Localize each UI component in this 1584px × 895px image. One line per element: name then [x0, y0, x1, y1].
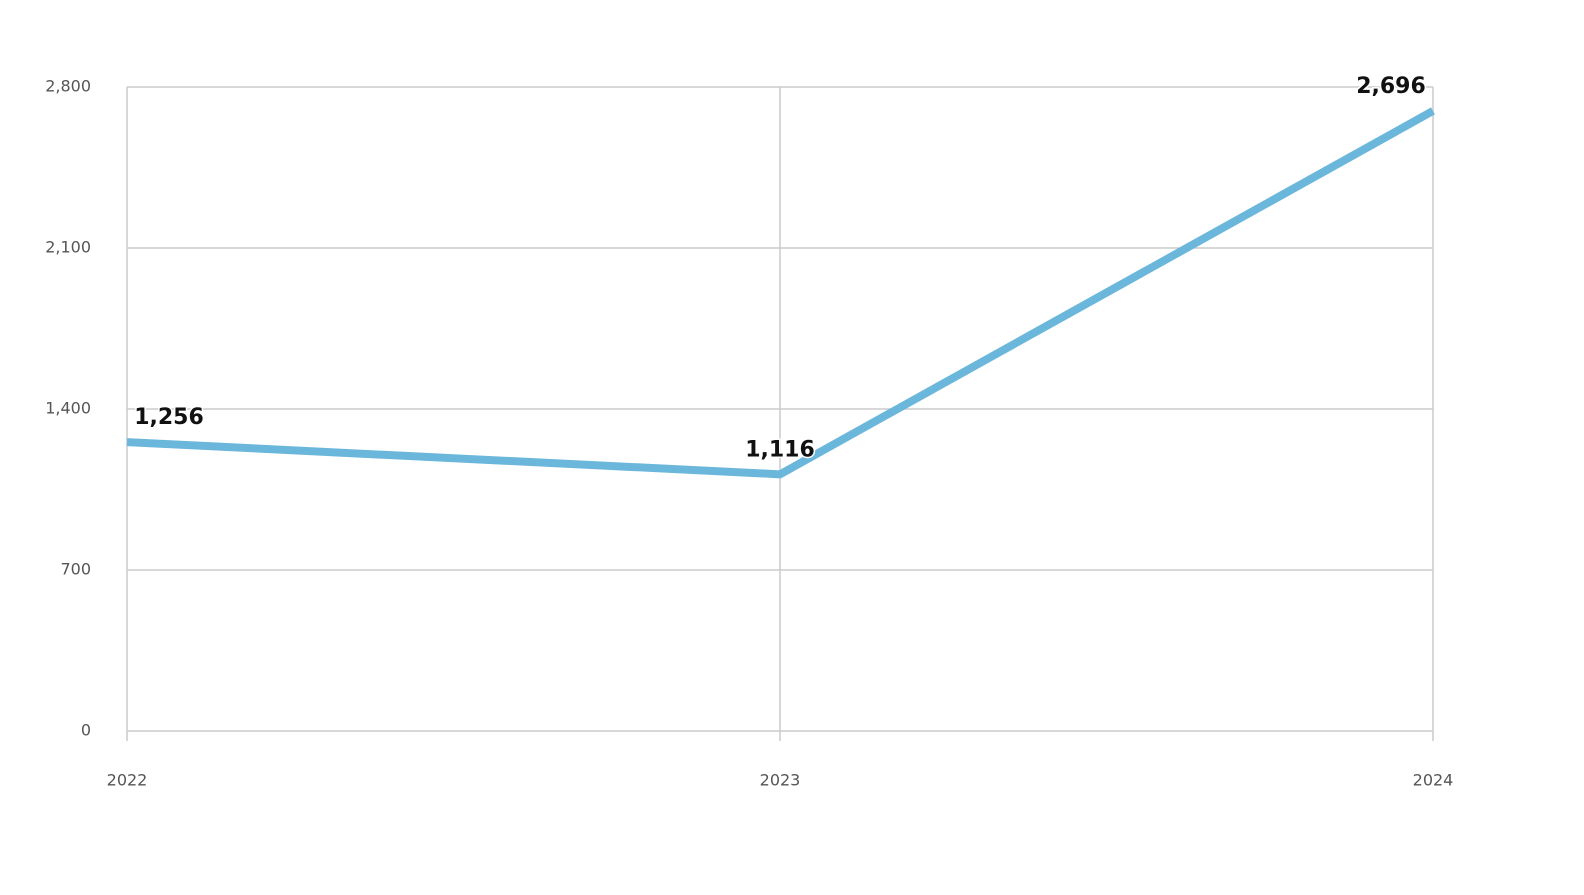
x-tick-label: 2022: [107, 771, 148, 790]
x-tick-label: 2023: [760, 771, 801, 790]
data-label: 1,116: [745, 437, 815, 462]
y-tick-label: 1,400: [45, 399, 91, 418]
y-tick-label: 0: [81, 721, 91, 740]
y-tick-label: 2,100: [45, 238, 91, 257]
data-line: [126, 107, 1435, 479]
y-tick-label: 2,800: [45, 77, 91, 96]
y-tick-label: 700: [60, 560, 91, 579]
x-tick-label: 2024: [1413, 771, 1454, 790]
data-label: 1,256: [134, 405, 204, 430]
data-label: 2,696: [1356, 74, 1426, 99]
